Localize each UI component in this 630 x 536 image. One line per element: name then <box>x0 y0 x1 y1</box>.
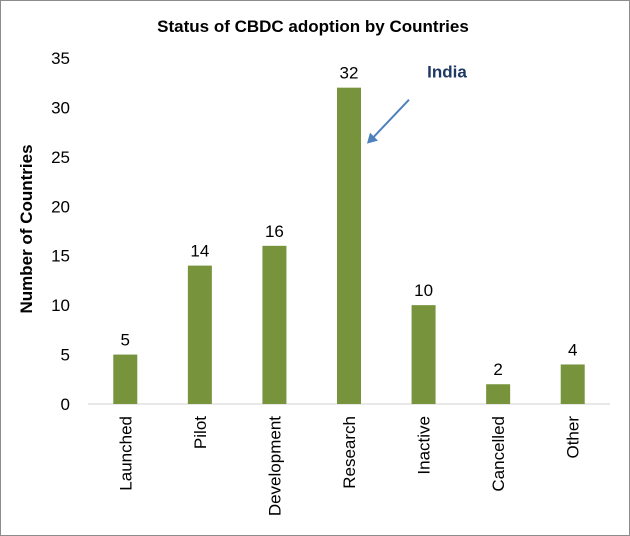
bar-pilot <box>187 265 212 404</box>
data-label-research: 32 <box>340 64 359 83</box>
annotation-arrow <box>372 98 410 139</box>
bar-launched <box>113 354 138 404</box>
bar-research <box>337 87 361 405</box>
bar-cancelled <box>486 384 511 404</box>
y-axis-ticks: 0 5 10 15 20 25 30 35 <box>51 49 70 414</box>
y-tick-label: 5 <box>61 346 70 365</box>
x-tick-label-pilot: Pilot <box>191 416 210 449</box>
data-labels: 5 14 16 32 10 2 4 <box>121 64 578 380</box>
x-axis-ticks: Launched Pilot Development Research Inactive… <box>116 416 582 516</box>
data-label-pilot: 14 <box>190 242 209 261</box>
annotation-arrowhead <box>367 132 378 144</box>
y-axis-label: Number of Countries <box>17 144 36 313</box>
data-label-launched: 5 <box>121 331 130 350</box>
y-tick-label: 10 <box>51 296 70 315</box>
y-tick-label: 30 <box>51 98 70 117</box>
x-tick-label-launched: Launched <box>116 416 135 491</box>
annotation-group: India <box>367 63 467 144</box>
bar-other <box>560 364 585 404</box>
y-tick-label: 20 <box>51 197 70 216</box>
chart-title: Status of CBDC adoption by Countries <box>157 17 469 36</box>
data-label-inactive: 10 <box>414 281 433 300</box>
x-tick-label-research: Research <box>340 416 359 489</box>
data-label-development: 16 <box>265 222 284 241</box>
y-tick-label: 15 <box>51 247 70 266</box>
bars-group <box>113 87 585 405</box>
data-label-other: 4 <box>568 340 577 359</box>
y-tick-label: 0 <box>61 395 70 414</box>
data-label-cancelled: 2 <box>493 360 502 379</box>
x-tick-label-other: Other <box>564 416 583 459</box>
y-tick-label: 35 <box>51 49 70 68</box>
annotation-label: India <box>427 63 467 82</box>
bar-development <box>262 245 287 404</box>
y-tick-label: 25 <box>51 148 70 167</box>
bar-inactive <box>411 305 436 404</box>
x-tick-label-cancelled: Cancelled <box>489 416 508 492</box>
x-tick-label-development: Development <box>265 416 284 516</box>
x-tick-label-inactive: Inactive <box>415 416 434 475</box>
